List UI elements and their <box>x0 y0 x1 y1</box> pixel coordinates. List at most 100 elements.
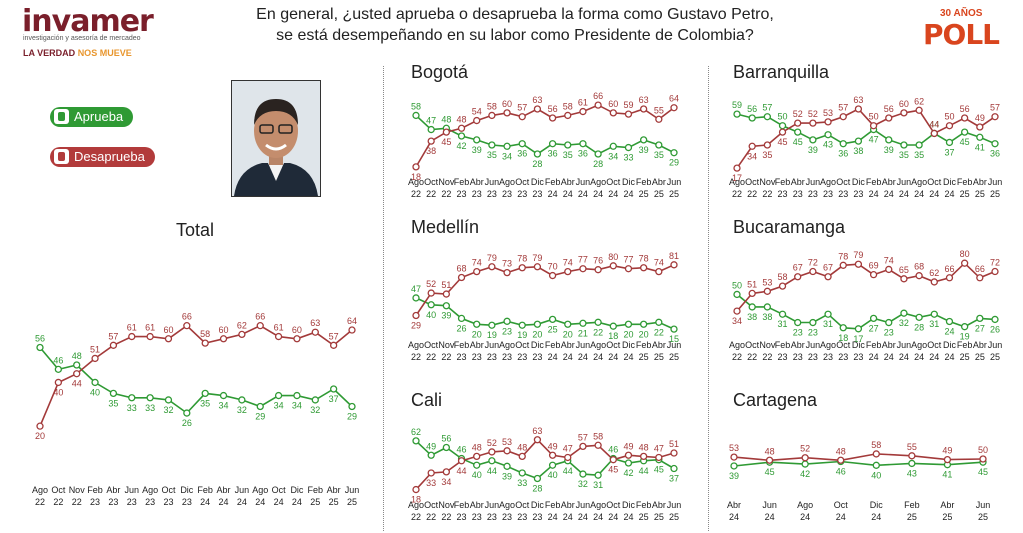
data-label-approve: 32 <box>237 405 247 415</box>
data-label-disapprove: 34 <box>441 477 451 487</box>
data-label-disapprove: 58 <box>200 329 210 339</box>
chart-barranquilla: 59 56 57 50 45 39 43 36 38 47 39 35 35 44 37 45 41 36 17 34… <box>729 95 1002 199</box>
data-label-disapprove: 63 <box>853 95 863 105</box>
data-point-approve <box>778 122 787 130</box>
legend-approve: Aprueba <box>50 107 134 127</box>
data-point-disapprove <box>36 422 44 430</box>
x-tick-month: Dic <box>622 500 635 510</box>
x-tick-month: Nov <box>69 485 86 495</box>
data-label-approve: 32 <box>163 405 173 415</box>
x-tick-month: Nov <box>438 500 455 510</box>
data-point-approve <box>109 389 118 398</box>
data-point-approve <box>427 301 435 309</box>
data-label-approve: 42 <box>800 469 810 479</box>
x-tick-month: Dic <box>852 340 865 350</box>
x-tick-year: 23 <box>532 352 542 362</box>
data-label-disapprove: 49 <box>548 441 558 451</box>
data-label-disapprove: 72 <box>808 258 818 268</box>
data-label-approve: 45 <box>654 465 664 475</box>
x-tick-month: Abr <box>791 177 805 187</box>
legend-disapprove: Desaprueba <box>50 147 155 167</box>
data-point-approve <box>488 457 496 465</box>
x-tick-month: Ago <box>408 177 424 187</box>
data-label-disapprove: 50 <box>869 112 879 122</box>
x-tick-month: Oct <box>745 177 760 187</box>
data-label-disapprove: 60 <box>163 325 173 335</box>
data-label-approve: 32 <box>578 479 588 489</box>
x-tick-year: 23 <box>502 189 512 199</box>
data-point-approve <box>54 365 63 374</box>
x-tick-year: 22 <box>441 352 451 362</box>
x-tick-year: 23 <box>823 352 833 362</box>
x-tick-month: Abr <box>652 500 666 510</box>
data-point-approve <box>442 443 451 452</box>
x-tick-year: 23 <box>487 189 497 199</box>
data-point-approve <box>427 125 435 134</box>
data-label-disapprove: 45 <box>778 137 788 147</box>
data-label-disapprove: 51 <box>669 439 679 449</box>
x-tick-month: Feb <box>454 500 470 510</box>
x-tick-month: Jun <box>806 177 821 187</box>
x-tick-month: Oct <box>836 340 851 350</box>
x-tick-month: Feb <box>545 340 561 350</box>
data-point-approve <box>872 461 880 469</box>
x-tick-month: Oct <box>515 340 530 350</box>
x-tick-month: Feb <box>454 340 470 350</box>
data-label-approve: 56 <box>35 334 45 344</box>
poll-years-label: 30 AÑOS <box>940 8 983 19</box>
data-point-disapprove <box>533 263 542 271</box>
data-label-disapprove: 63 <box>532 95 542 105</box>
x-tick-month: Ago <box>252 485 268 495</box>
data-point-approve <box>885 136 893 144</box>
data-label-approve: 26 <box>990 324 1000 334</box>
data-label-approve: 23 <box>808 328 818 338</box>
x-tick-month: Dic <box>531 177 544 187</box>
x-tick-month: Nov <box>438 340 455 350</box>
data-point-approve <box>960 128 969 136</box>
data-point-approve <box>579 140 587 148</box>
x-tick-year: 24 <box>578 352 588 362</box>
data-point-disapprove <box>869 271 878 279</box>
x-tick-month: Abr <box>652 177 666 187</box>
data-label-approve: 26 <box>457 323 467 333</box>
data-point-disapprove <box>488 111 496 120</box>
x-tick-month: Abr <box>882 340 896 350</box>
x-tick-month: Jun <box>485 340 500 350</box>
x-tick-year: 24 <box>623 352 633 362</box>
data-label-approve: 38 <box>747 312 757 322</box>
data-point-disapprove <box>624 451 633 459</box>
x-tick-year: 22 <box>732 352 742 362</box>
x-tick-month: Abr <box>561 177 575 187</box>
data-label-approve: 44 <box>929 119 939 129</box>
x-tick-month: Nov <box>759 177 776 187</box>
data-label-disapprove: 68 <box>457 263 467 273</box>
data-label-disapprove: 51 <box>90 344 100 354</box>
legend-disapprove-label: Desaprueba <box>74 149 145 164</box>
data-label-disapprove: 67 <box>793 263 803 273</box>
data-label-disapprove: 58 <box>593 431 603 441</box>
data-label-approve: 50 <box>732 280 742 290</box>
x-tick-month: Jun <box>125 485 140 495</box>
data-point-disapprove <box>639 105 648 113</box>
data-point-disapprove <box>503 109 511 117</box>
x-tick-year: 23 <box>472 189 482 199</box>
data-label-disapprove: 49 <box>975 113 985 123</box>
data-label-disapprove: 56 <box>960 104 970 114</box>
data-point-disapprove <box>427 469 435 477</box>
data-label-disapprove: 60 <box>899 99 909 109</box>
data-label-disapprove: 65 <box>899 265 909 275</box>
data-point-disapprove <box>765 456 774 464</box>
data-label-approve: 35 <box>914 150 924 160</box>
x-tick-year: 22 <box>411 512 421 522</box>
data-label-disapprove: 51 <box>747 279 757 289</box>
logo-subtitle: investigación y asesoría de mercadeo <box>23 35 141 42</box>
x-tick-year: 24 <box>899 352 909 362</box>
data-point-approve <box>763 303 772 311</box>
x-tick-year: 23 <box>90 497 100 507</box>
data-label-approve: 33 <box>127 403 137 413</box>
data-label-disapprove: 66 <box>944 264 954 274</box>
poll-logo: POLL <box>923 18 1000 51</box>
x-tick-year: 24 <box>219 497 229 507</box>
x-tick-year: 23 <box>808 189 818 199</box>
x-tick-year: 22 <box>72 497 82 507</box>
